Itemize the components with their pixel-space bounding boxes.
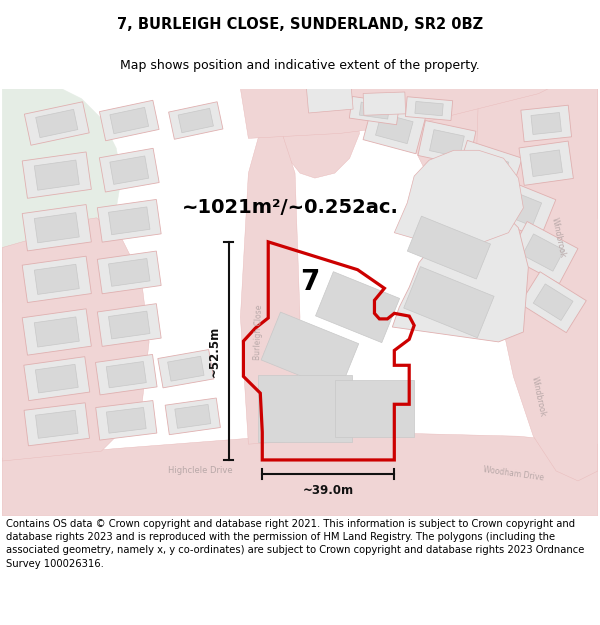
Text: Windbrook: Windbrook [530,376,547,418]
Text: Woodham Drive: Woodham Drive [482,465,544,482]
Polygon shape [100,100,159,141]
Polygon shape [533,284,573,321]
Polygon shape [406,97,452,121]
Polygon shape [241,131,300,444]
Polygon shape [95,354,157,395]
Polygon shape [521,105,572,142]
Polygon shape [110,156,149,184]
Polygon shape [261,312,359,391]
Polygon shape [430,129,464,157]
Polygon shape [363,92,406,115]
Polygon shape [523,234,564,271]
Polygon shape [477,89,598,481]
Polygon shape [258,374,352,442]
Polygon shape [109,311,150,339]
Text: ~1021m²/~0.252ac.: ~1021m²/~0.252ac. [182,198,398,217]
Polygon shape [106,361,146,388]
Text: ~39.0m: ~39.0m [303,484,354,497]
Polygon shape [359,102,389,119]
Text: 7, BURLEIGH CLOSE, SUNDERLAND, SR2 0BZ: 7, BURLEIGH CLOSE, SUNDERLAND, SR2 0BZ [117,18,483,32]
Polygon shape [418,121,476,166]
Polygon shape [167,356,204,381]
Polygon shape [22,309,91,355]
Polygon shape [531,112,562,134]
Polygon shape [106,408,146,433]
Polygon shape [100,148,159,192]
Polygon shape [24,357,90,401]
Text: Contains OS data © Crown copyright and database right 2021. This information is : Contains OS data © Crown copyright and d… [6,519,584,569]
Polygon shape [2,253,32,302]
Polygon shape [407,216,490,279]
Polygon shape [169,102,223,139]
Polygon shape [485,177,556,238]
Polygon shape [22,204,91,251]
Text: Highclele Drive: Highclele Drive [169,466,233,476]
Polygon shape [469,151,509,185]
Polygon shape [2,89,121,252]
Polygon shape [158,349,214,388]
Polygon shape [519,141,574,186]
Polygon shape [376,113,413,144]
Polygon shape [35,364,78,393]
Polygon shape [316,272,400,342]
Text: Burleigh Close: Burleigh Close [253,304,264,360]
Polygon shape [22,256,91,302]
Polygon shape [307,84,353,113]
Polygon shape [109,207,150,234]
Polygon shape [178,108,214,132]
Text: Windbrook: Windbrook [550,217,567,259]
Polygon shape [34,317,79,347]
Polygon shape [520,272,586,332]
Polygon shape [530,150,563,176]
Polygon shape [35,109,78,138]
Polygon shape [404,267,494,338]
Polygon shape [22,152,91,198]
Polygon shape [97,304,161,346]
Polygon shape [2,217,149,461]
Polygon shape [34,160,79,190]
Polygon shape [24,402,89,446]
Polygon shape [175,404,211,428]
Polygon shape [96,401,157,440]
Polygon shape [349,96,400,125]
Polygon shape [97,199,161,242]
Polygon shape [455,141,522,196]
Polygon shape [499,189,542,226]
Polygon shape [97,251,161,294]
Text: ~52.5m: ~52.5m [208,325,221,376]
Polygon shape [2,433,598,516]
Polygon shape [25,102,89,145]
Text: Map shows position and indicative extent of the property.: Map shows position and indicative extent… [120,59,480,72]
Polygon shape [508,221,578,284]
Text: 7: 7 [300,268,320,296]
Polygon shape [394,150,523,246]
Polygon shape [109,259,150,286]
Polygon shape [165,398,220,435]
Polygon shape [282,89,359,178]
Polygon shape [34,264,79,294]
Polygon shape [415,101,443,116]
Polygon shape [335,379,414,438]
Polygon shape [241,89,548,138]
Polygon shape [34,213,79,243]
Polygon shape [392,203,529,342]
Polygon shape [363,103,425,154]
Polygon shape [340,89,598,278]
Polygon shape [35,411,78,438]
Polygon shape [110,107,149,134]
